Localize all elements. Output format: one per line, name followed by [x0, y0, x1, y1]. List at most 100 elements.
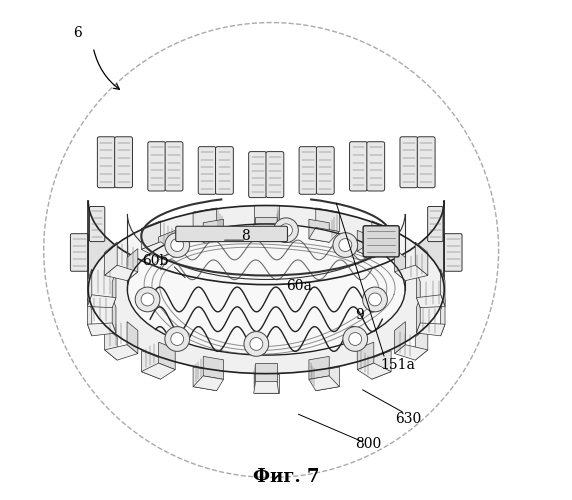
Polygon shape: [316, 367, 339, 390]
Polygon shape: [158, 230, 175, 258]
FancyBboxPatch shape: [148, 142, 166, 191]
Polygon shape: [105, 344, 138, 360]
Polygon shape: [193, 376, 224, 390]
Polygon shape: [440, 298, 445, 336]
Polygon shape: [309, 376, 339, 390]
Polygon shape: [253, 374, 279, 394]
Polygon shape: [127, 322, 138, 354]
Text: 8: 8: [241, 229, 251, 243]
Circle shape: [368, 293, 382, 306]
Text: 800: 800: [355, 437, 382, 451]
Polygon shape: [358, 363, 391, 379]
FancyBboxPatch shape: [176, 226, 288, 242]
Circle shape: [135, 287, 160, 312]
Polygon shape: [256, 362, 277, 382]
Polygon shape: [193, 208, 217, 232]
Polygon shape: [395, 344, 428, 360]
FancyBboxPatch shape: [349, 142, 367, 191]
Polygon shape: [141, 363, 175, 379]
Circle shape: [339, 238, 352, 252]
Polygon shape: [127, 248, 138, 280]
Polygon shape: [415, 242, 428, 276]
Polygon shape: [112, 272, 116, 308]
Text: 630: 630: [395, 412, 421, 426]
Text: 9: 9: [355, 308, 364, 322]
FancyBboxPatch shape: [444, 234, 462, 272]
Polygon shape: [88, 298, 92, 336]
Circle shape: [141, 293, 154, 306]
Polygon shape: [256, 216, 277, 236]
Circle shape: [165, 232, 189, 258]
FancyBboxPatch shape: [316, 146, 334, 194]
Circle shape: [165, 326, 189, 351]
Polygon shape: [358, 230, 374, 258]
FancyBboxPatch shape: [266, 152, 284, 198]
Polygon shape: [141, 350, 161, 379]
Circle shape: [171, 332, 184, 345]
Polygon shape: [395, 248, 406, 280]
Polygon shape: [416, 297, 420, 333]
Polygon shape: [358, 342, 374, 369]
FancyBboxPatch shape: [400, 137, 418, 188]
Polygon shape: [88, 200, 444, 374]
Polygon shape: [309, 356, 329, 380]
FancyBboxPatch shape: [418, 137, 435, 188]
Circle shape: [349, 332, 362, 345]
Polygon shape: [141, 221, 161, 250]
Polygon shape: [105, 265, 138, 280]
Polygon shape: [253, 382, 279, 394]
Circle shape: [363, 287, 387, 312]
FancyBboxPatch shape: [97, 137, 115, 188]
Polygon shape: [395, 265, 428, 280]
Circle shape: [280, 224, 292, 236]
Text: 60a: 60a: [286, 278, 312, 292]
Polygon shape: [203, 356, 224, 380]
Circle shape: [333, 232, 358, 258]
Text: 60b: 60b: [142, 254, 169, 268]
FancyBboxPatch shape: [165, 142, 183, 191]
Polygon shape: [193, 367, 217, 390]
Polygon shape: [141, 242, 175, 258]
Polygon shape: [372, 350, 391, 379]
FancyBboxPatch shape: [249, 152, 267, 198]
Polygon shape: [416, 323, 445, 336]
Text: 151a: 151a: [380, 358, 415, 372]
Polygon shape: [416, 295, 445, 308]
Circle shape: [244, 332, 269, 356]
FancyBboxPatch shape: [89, 206, 105, 242]
Ellipse shape: [128, 224, 405, 355]
Polygon shape: [309, 220, 329, 242]
Polygon shape: [112, 297, 116, 333]
Polygon shape: [415, 327, 428, 360]
Circle shape: [250, 338, 263, 350]
Polygon shape: [88, 323, 116, 336]
Polygon shape: [253, 224, 279, 235]
Polygon shape: [203, 220, 224, 242]
FancyBboxPatch shape: [367, 142, 384, 191]
FancyBboxPatch shape: [428, 206, 443, 242]
FancyBboxPatch shape: [70, 234, 88, 272]
Polygon shape: [316, 208, 339, 232]
FancyBboxPatch shape: [216, 146, 233, 194]
Polygon shape: [193, 228, 224, 242]
Polygon shape: [253, 205, 279, 224]
Polygon shape: [105, 327, 117, 360]
Polygon shape: [158, 342, 175, 369]
Text: Фиг. 7: Фиг. 7: [253, 468, 319, 486]
Polygon shape: [416, 272, 420, 308]
FancyBboxPatch shape: [299, 146, 317, 194]
Polygon shape: [88, 295, 116, 308]
Polygon shape: [105, 242, 117, 276]
Circle shape: [171, 238, 184, 252]
Polygon shape: [358, 242, 391, 258]
Polygon shape: [309, 228, 339, 242]
FancyBboxPatch shape: [114, 137, 133, 188]
Polygon shape: [372, 221, 391, 250]
Polygon shape: [128, 214, 405, 355]
Polygon shape: [395, 322, 406, 354]
FancyBboxPatch shape: [198, 146, 216, 194]
Polygon shape: [440, 269, 445, 306]
Polygon shape: [88, 206, 444, 374]
Circle shape: [273, 218, 299, 242]
Text: 6: 6: [73, 26, 82, 40]
